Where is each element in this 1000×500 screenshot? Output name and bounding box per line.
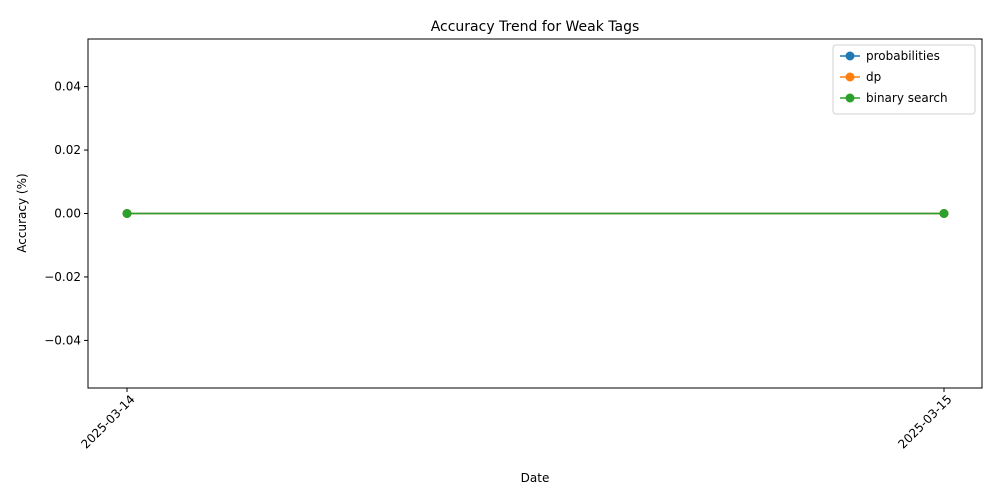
- data-point: [122, 209, 132, 218]
- y-tick-label: −0.02: [44, 270, 81, 284]
- legend-marker: [845, 51, 855, 61]
- y-tick-label: 0.00: [54, 207, 81, 221]
- x-axis-label: Date: [521, 471, 550, 485]
- y-tick-label: 0.02: [54, 143, 81, 157]
- y-axis: −0.04 −0.02 0.00 0.02 0.04: [44, 80, 88, 347]
- legend-marker: [845, 72, 855, 82]
- legend-item: probabilities: [840, 49, 940, 63]
- legend-items: probabilities dp binary search: [840, 49, 948, 105]
- legend-item: dp: [840, 70, 881, 84]
- legend-box: [832, 44, 976, 115]
- data-point: [939, 209, 949, 218]
- legend-label: probabilities: [866, 49, 940, 63]
- series-layer: [122, 209, 949, 218]
- series-binary-search: [122, 209, 949, 218]
- chart-title: Accuracy Trend for Weak Tags: [431, 19, 640, 35]
- legend-marker: [845, 93, 855, 103]
- y-axis-label: Accuracy (%): [15, 173, 29, 252]
- y-tick-label: 0.04: [54, 80, 81, 94]
- legend-label: dp: [866, 70, 881, 84]
- legend-item: binary search: [840, 91, 948, 105]
- legend-label: binary search: [866, 91, 948, 105]
- y-tick-label: −0.04: [44, 333, 81, 347]
- legend: probabilities dp binary search: [832, 44, 976, 115]
